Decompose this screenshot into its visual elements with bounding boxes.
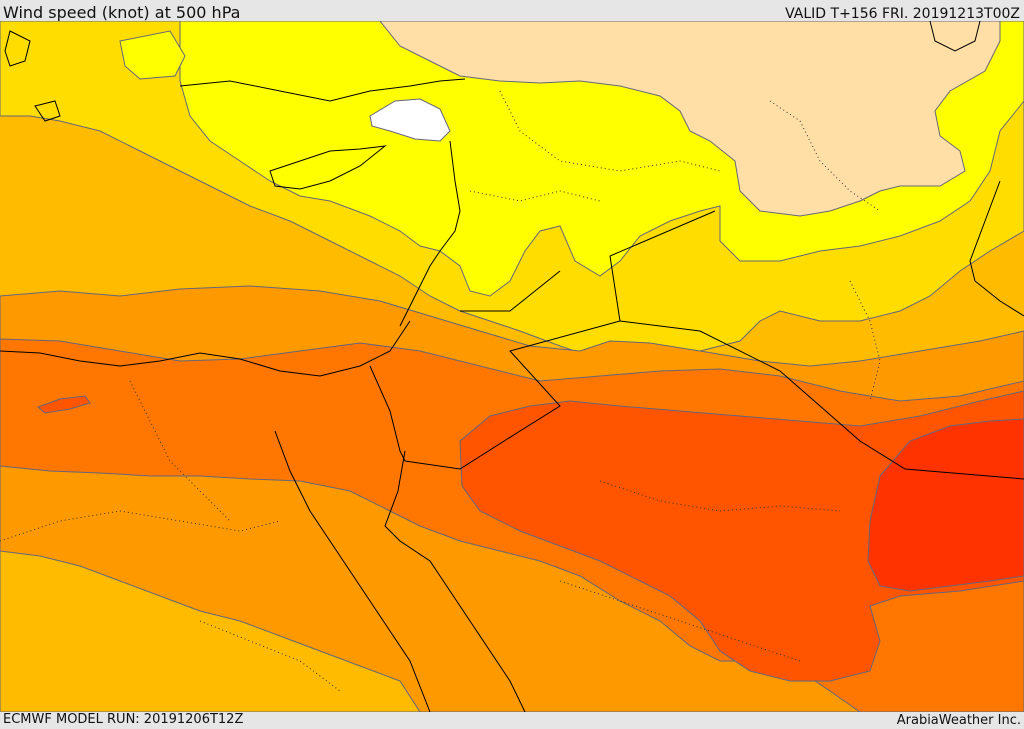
band-peach — [379, 21, 1001, 217]
patch-yellow-nw — [119, 30, 186, 80]
patch-dark-orange-west — [37, 395, 91, 414]
model-run: ECMWF MODEL RUN: 20191206T12Z — [3, 712, 244, 727]
band-light-orange-sw — [0, 550, 421, 712]
map-canvas — [0, 21, 1024, 712]
wind-speed-map — [0, 21, 1024, 712]
credit-label: ArabiaWeather Inc. — [896, 713, 1021, 728]
band-red-orange — [459, 390, 1024, 682]
coastlines — [0, 21, 1024, 712]
map-title: Wind speed (knot) at 500 hPa — [3, 3, 241, 22]
valid-time: VALID T+156 FRI. 20191213T00Z — [785, 6, 1020, 22]
admin-borders — [0, 90, 881, 692]
title-bar: Wind speed (knot) at 500 hPa VALID T+156… — [0, 0, 1024, 22]
footer-bar: ECMWF MODEL RUN: 20191206T12Z ArabiaWeat… — [0, 712, 1024, 729]
band-deep-red — [867, 418, 1024, 592]
calm-region-white — [369, 98, 451, 142]
